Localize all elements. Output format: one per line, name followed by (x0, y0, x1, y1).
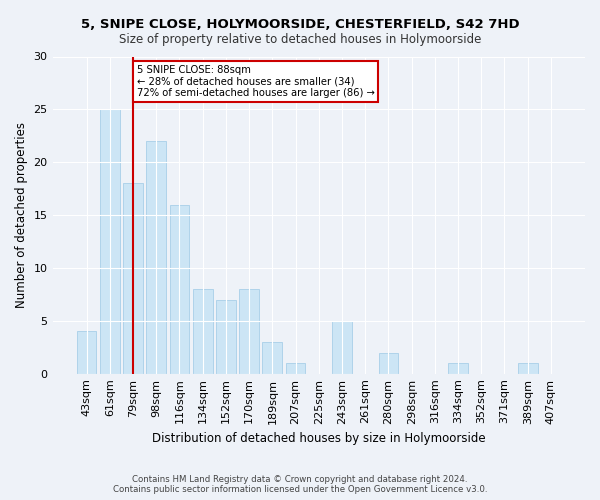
Bar (239, 289, 259, 374)
Bar (332, 321, 352, 374)
Bar (262, 342, 282, 374)
X-axis label: Distribution of detached houses by size in Holymoorside: Distribution of detached houses by size … (152, 432, 485, 445)
Bar (448, 363, 468, 374)
Text: Size of property relative to detached houses in Holymoorside: Size of property relative to detached ho… (119, 32, 481, 46)
Bar (518, 363, 538, 374)
Bar (286, 363, 305, 374)
Y-axis label: Number of detached properties: Number of detached properties (15, 122, 28, 308)
Text: Contains HM Land Registry data © Crown copyright and database right 2024.
Contai: Contains HM Land Registry data © Crown c… (113, 474, 487, 494)
Bar (379, 352, 398, 374)
Text: 5 SNIPE CLOSE: 88sqm
← 28% of detached houses are smaller (34)
72% of semi-detac: 5 SNIPE CLOSE: 88sqm ← 28% of detached h… (137, 65, 374, 98)
Bar (193, 289, 212, 374)
Bar (146, 141, 166, 374)
Bar (77, 332, 97, 374)
Bar (170, 204, 190, 374)
Bar (123, 184, 143, 374)
Bar (100, 110, 119, 374)
Text: 5, SNIPE CLOSE, HOLYMOORSIDE, CHESTERFIELD, S42 7HD: 5, SNIPE CLOSE, HOLYMOORSIDE, CHESTERFIE… (80, 18, 520, 30)
Bar (216, 300, 236, 374)
